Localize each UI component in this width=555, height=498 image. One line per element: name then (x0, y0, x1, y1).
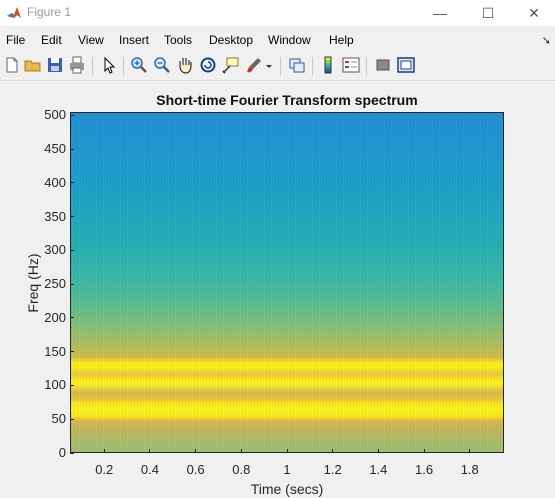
insert-legend-icon[interactable] (341, 55, 361, 75)
pan-hand-icon[interactable] (175, 55, 195, 75)
zoom-out-icon[interactable] (152, 55, 172, 75)
brush-dropdown-icon[interactable] (264, 55, 274, 75)
y-tick (70, 114, 74, 116)
plot-title: Short-time Fourier Transform spectrum (156, 92, 418, 108)
minimize-button[interactable]: — (433, 5, 447, 21)
y-tick-label: 450 (44, 141, 66, 157)
zoom-in-icon[interactable] (129, 55, 149, 75)
y-tick (70, 351, 74, 353)
hide-plot-tools-icon[interactable] (373, 55, 393, 75)
menu-bar: File Edit View Insert Tools Desktop Wind… (0, 30, 555, 50)
window-titlebar: Figure 1 — ☐ ✕ (0, 0, 555, 26)
toolbar-separator (280, 57, 281, 75)
y-tick (70, 182, 74, 184)
x-tick-label: 1 (283, 462, 291, 477)
open-file-icon[interactable] (23, 55, 43, 75)
show-plot-tools-icon[interactable] (396, 55, 416, 75)
menu-tools[interactable]: Tools (164, 33, 193, 47)
y-tick-label: 0 (58, 445, 66, 460)
y-tick (70, 283, 74, 285)
y-tick-label: 300 (44, 242, 66, 258)
y-tick (70, 249, 74, 251)
maximize-button[interactable]: ☐ (481, 5, 495, 21)
y-tick-label: 400 (44, 174, 66, 190)
x-tick-label: 1.8 (460, 462, 479, 477)
y-tick-label: 500 (44, 107, 66, 123)
print-icon[interactable] (67, 55, 87, 75)
link-plot-icon[interactable] (287, 55, 307, 75)
toolbar-separator (92, 57, 93, 75)
menu-window[interactable]: Window (268, 33, 311, 47)
spectrogram-axes[interactable] (70, 112, 504, 453)
x-tick (240, 449, 242, 453)
menu-edit[interactable]: Edit (41, 33, 62, 47)
x-tick (103, 449, 105, 453)
x-tick (149, 449, 151, 453)
brush-icon[interactable] (244, 55, 264, 75)
y-tick (70, 384, 74, 386)
save-icon[interactable] (45, 55, 65, 75)
menu-file[interactable]: File (6, 33, 26, 47)
y-tick-label: 150 (44, 343, 66, 359)
dock-arrow-icon[interactable]: ➘ (541, 35, 551, 47)
spectrogram-image (71, 113, 503, 452)
data-cursor-icon[interactable] (221, 55, 241, 75)
y-tick (70, 452, 74, 454)
x-tick-label: 0.6 (186, 462, 205, 477)
x-tick (469, 449, 471, 453)
edit-plot-arrow-icon[interactable] (99, 55, 119, 75)
figure-toolbar (0, 52, 555, 81)
y-axis-label: Freq (Hz) (25, 253, 41, 313)
x-tick-label: 0.4 (140, 462, 159, 477)
menu-desktop[interactable]: Desktop (209, 33, 254, 47)
x-tick (332, 449, 334, 453)
matlab-logo-icon (7, 7, 21, 18)
toolbar-separator (123, 57, 124, 75)
x-tick (423, 449, 425, 453)
y-tick (70, 216, 74, 218)
y-tick-label: 50 (51, 411, 66, 427)
x-tick (377, 449, 379, 453)
x-tick-label: 0.8 (232, 462, 251, 477)
menu-help[interactable]: Help (329, 33, 354, 47)
y-tick-label: 250 (44, 276, 66, 292)
x-tick (286, 449, 288, 453)
x-tick (195, 449, 197, 453)
menu-insert[interactable]: Insert (119, 33, 150, 47)
y-tick (70, 317, 74, 319)
y-tick-label: 100 (44, 377, 66, 393)
window-title: Figure 1 (27, 5, 72, 19)
x-tick-label: 1.2 (323, 462, 342, 477)
y-tick-label: 200 (44, 309, 66, 325)
x-axis-label: Time (secs) (250, 481, 324, 497)
insert-colorbar-icon[interactable] (318, 55, 338, 75)
close-button[interactable]: ✕ (528, 5, 540, 21)
x-tick-label: 1.6 (415, 462, 434, 477)
x-tick-label: 1.4 (369, 462, 388, 477)
rotate-3d-icon[interactable] (198, 55, 218, 75)
y-tick (70, 418, 74, 420)
x-tick-label: 0.2 (95, 462, 114, 477)
y-tick (70, 148, 74, 150)
y-tick-label: 350 (44, 208, 66, 224)
new-figure-icon[interactable] (2, 55, 22, 75)
toolbar-separator (312, 57, 313, 75)
toolbar-separator (366, 57, 367, 75)
menu-view[interactable]: View (78, 33, 104, 47)
